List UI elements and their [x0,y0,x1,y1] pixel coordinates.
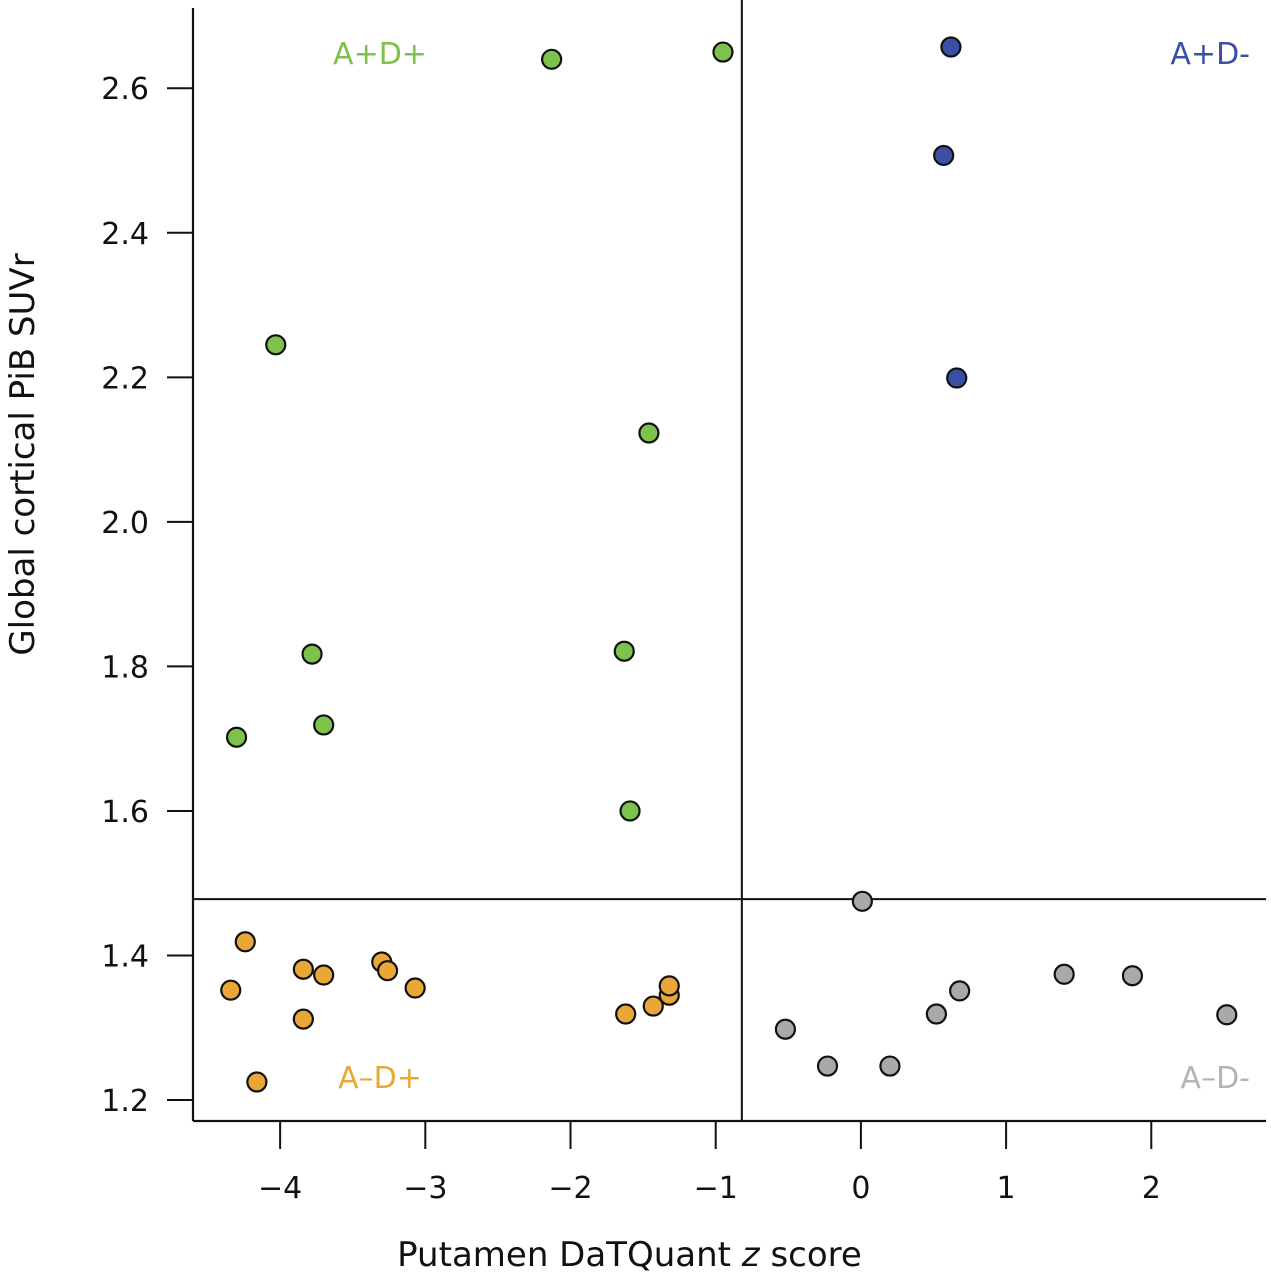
y-tick-label: 1.8 [101,650,149,685]
y-tick-label: 2.0 [101,506,149,541]
axes: 1.2 1.4 1.6 1.8 2.0 2.2 2.4 2.6 −4 −3 −2 −1 0 1 2 [101,8,1266,1206]
data-point [1121,965,1144,987]
data-point [774,1018,797,1040]
data-point [615,1003,637,1025]
x-tick-label: −2 [548,1171,592,1206]
data-point [265,334,287,356]
quadrant-labels: A+D+ A+D- A–D+ A–D- [333,37,1250,1096]
y-tick-label: 2.2 [101,361,149,396]
data-point [404,977,426,999]
data-point [1216,1004,1238,1026]
data-point [613,640,635,662]
data-point [313,964,335,986]
data-point [933,144,955,167]
data-point [292,958,314,980]
data-point [712,41,734,63]
x-tick-label: 1 [997,1171,1016,1206]
series-ad-dplus [225,41,734,822]
data-point [940,36,962,58]
x-axis-title-part: score [760,1235,862,1275]
threshold-lines [193,0,1266,1121]
data-point [619,800,641,822]
data-point [313,714,335,736]
y-tick-label: 1.2 [101,1084,149,1119]
quadrant-label: A–D- [1181,1061,1250,1096]
x-tick-label: 0 [851,1171,870,1206]
x-axis-title-part: z [741,1235,761,1275]
series-ad-dplus [220,931,680,1093]
quadrant-label: A+D- [1170,37,1250,72]
data-point [658,975,680,997]
x-axis-title-part: Putamen DaTQuant [397,1235,742,1275]
data-point [220,979,242,1001]
data-point [851,890,873,912]
data-point [246,1071,268,1093]
data-point [1053,963,1075,985]
data-point [642,995,664,1017]
series-ad-dminus [933,36,968,389]
data-point [879,1055,901,1077]
data-point [292,1008,314,1030]
x-axis-title: Putamen DaTQuant z score [397,1235,862,1275]
y-tick-label: 2.4 [101,217,149,252]
x-tick-label: −3 [403,1171,447,1206]
quadrant-label: A+D+ [333,37,427,72]
y-tick-label: 2.6 [101,72,149,107]
quadrant-label: A–D+ [338,1061,422,1096]
data-point [946,367,968,389]
data-point [816,1055,839,1077]
data-points [220,36,1238,1093]
data-point [925,1003,948,1025]
data-point [541,48,563,70]
series-ad-dminus [774,890,1238,1077]
data-point [376,960,399,982]
x-tick-label: −1 [694,1171,738,1206]
data-point [234,931,256,953]
x-tick-label: 2 [1142,1171,1161,1206]
data-point [225,726,248,748]
y-tick-label: 1.6 [101,795,149,830]
data-point [301,643,323,665]
x-tick-label: −4 [258,1171,302,1206]
y-tick-label: 1.4 [101,939,149,974]
y-axis-title: Global cortical PiB SUVr [3,253,43,655]
data-point [949,980,971,1002]
data-point [638,422,660,444]
